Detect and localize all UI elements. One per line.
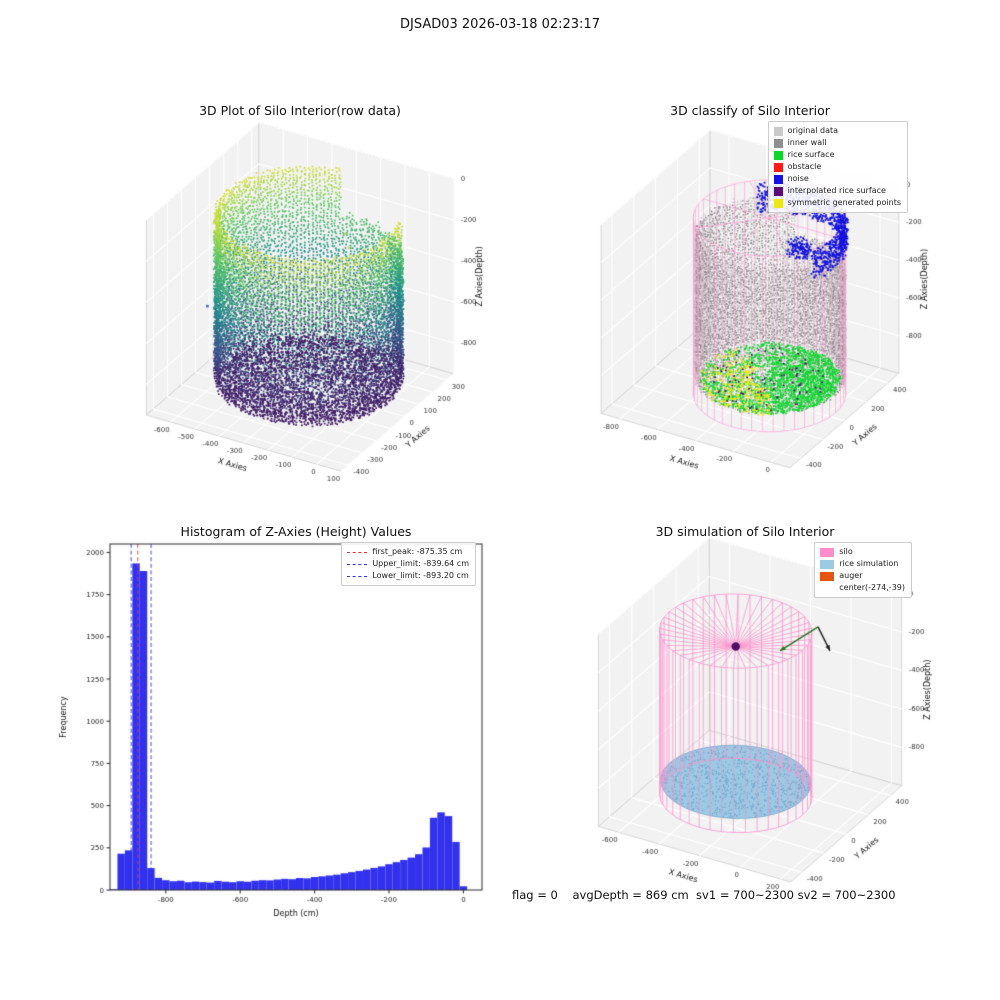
raw3d-title: 3D Plot of Silo Interior(row data) <box>199 103 401 118</box>
legend-label: center(-274,-39) <box>839 583 905 592</box>
legend-swatch-original-data <box>773 126 783 136</box>
figure-title: DJSAD03 2026-03-18 02:23:17 <box>400 17 600 32</box>
classify3d-title: 3D classify of Silo Interior <box>670 103 830 118</box>
legend-item: silo <box>820 546 905 558</box>
legend-label: silo <box>839 547 853 556</box>
legend-item: Lower_limit: -893.20 cm <box>347 570 469 582</box>
legend-swatch-noise <box>773 174 783 184</box>
legend-swatch-empty <box>820 584 834 593</box>
status-text: flag = 0 avgDepth = 869 cm sv1 = 700~230… <box>512 888 896 902</box>
legend-swatch-obstacle <box>773 162 783 172</box>
legend-label: original data <box>787 126 839 135</box>
subplot-histogram: Histogram of Z-Axies (Height) Values fir… <box>40 510 500 940</box>
legend-swatch-interpolated-rice-surface <box>773 186 783 196</box>
legend-item: inner wall <box>773 137 901 149</box>
legend-label: Lower_limit: -893.20 cm <box>372 571 469 580</box>
legend-item: obstacle <box>773 161 901 173</box>
legend-label: rice simulation <box>839 559 899 568</box>
legend-swatch-rice-simulation <box>820 559 835 569</box>
legend-line-first-peak <box>347 551 368 553</box>
subplot-simulation3d: 3D simulation of Silo Interior silo rice… <box>505 510 960 940</box>
legend-swatch-rice-surface <box>773 150 783 160</box>
legend-swatch-silo <box>820 547 835 557</box>
legend-line-upper-limit <box>347 563 368 565</box>
raw3d-canvas <box>50 117 500 497</box>
legend-label: symmetric generated points <box>787 198 901 207</box>
legend-item: first_peak: -875.35 cm <box>347 546 469 558</box>
legend-item: Upper_limit: -839.64 cm <box>347 558 469 570</box>
hist-canvas <box>40 534 500 930</box>
legend-label: auger <box>839 571 863 580</box>
legend-item: noise <box>773 173 901 185</box>
legend-label: first_peak: -875.35 cm <box>372 547 463 556</box>
legend-label: inner wall <box>787 138 827 147</box>
legend-swatch-inner-wall <box>773 138 783 148</box>
legend-item: interpolated rice surface <box>773 185 901 197</box>
legend-item: auger <box>820 570 905 582</box>
legend-line-lower-limit <box>347 575 368 577</box>
histogram-legend: first_peak: -875.35 cm Upper_limit: -839… <box>341 542 476 586</box>
legend-swatch-symmetric-generated-points <box>773 198 783 208</box>
legend-item: rice simulation <box>820 558 905 570</box>
legend-item: rice surface <box>773 149 901 161</box>
legend-item: original data <box>773 125 901 137</box>
legend-label: noise <box>787 174 809 183</box>
legend-item: symmetric generated points <box>773 197 901 209</box>
legend-swatch-auger <box>820 571 835 581</box>
subplot-classify3d: 3D classify of Silo Interior original da… <box>505 95 960 500</box>
classify-legend: original data inner wall rice surface ob… <box>767 121 908 213</box>
legend-label: rice surface <box>787 150 835 159</box>
legend-item: center(-274,-39) <box>820 582 905 594</box>
subplot-raw3d: 3D Plot of Silo Interior(row data) <box>50 95 500 500</box>
legend-label: interpolated rice surface <box>787 186 886 195</box>
legend-label: obstacle <box>787 162 822 171</box>
simulation-legend: silo rice simulation auger center(-274,-… <box>814 542 912 598</box>
legend-label: Upper_limit: -839.64 cm <box>372 559 469 568</box>
